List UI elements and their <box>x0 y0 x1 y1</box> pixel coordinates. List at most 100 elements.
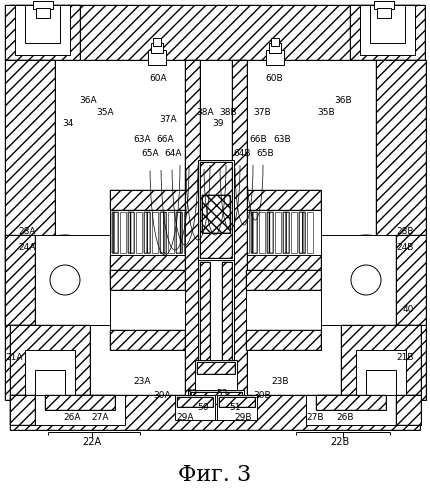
Bar <box>10 395 419 430</box>
Bar <box>147 50 166 65</box>
Bar <box>250 212 256 253</box>
Circle shape <box>320 235 410 325</box>
Bar <box>184 60 200 400</box>
Text: 38A: 38A <box>196 108 213 116</box>
Text: 63A: 63A <box>133 136 150 144</box>
Bar <box>197 260 233 390</box>
Text: 26A: 26A <box>63 414 80 422</box>
Bar <box>200 162 231 258</box>
Bar <box>246 330 320 350</box>
Bar <box>200 162 231 258</box>
Text: 38B: 38B <box>219 108 236 116</box>
Bar <box>298 212 304 253</box>
Text: 28A: 28A <box>18 228 35 236</box>
Bar <box>359 5 414 55</box>
Bar <box>202 195 230 233</box>
Bar <box>310 235 425 325</box>
Bar <box>160 212 166 253</box>
Circle shape <box>50 265 80 295</box>
Bar <box>266 212 272 253</box>
Bar <box>10 325 90 395</box>
Bar <box>160 212 166 253</box>
Bar <box>175 395 215 420</box>
Text: 39: 39 <box>212 120 223 128</box>
Text: 63B: 63B <box>273 136 290 144</box>
Bar <box>218 212 224 253</box>
Bar <box>175 212 181 253</box>
Bar <box>258 212 264 253</box>
Text: 23A: 23A <box>133 378 150 386</box>
Bar <box>160 212 166 253</box>
Bar <box>10 395 419 430</box>
Bar <box>25 350 75 400</box>
Bar <box>191 212 197 253</box>
Bar <box>202 195 230 233</box>
Bar <box>250 212 256 253</box>
Bar <box>234 212 240 253</box>
Bar <box>110 330 184 350</box>
Circle shape <box>335 250 395 310</box>
Text: 37A: 37A <box>159 116 176 124</box>
Bar <box>211 212 216 253</box>
Bar <box>215 212 221 253</box>
Bar <box>175 212 181 253</box>
Bar <box>305 395 395 425</box>
Bar <box>306 212 312 253</box>
Bar <box>10 5 419 60</box>
Text: 65B: 65B <box>255 150 273 158</box>
Bar <box>10 325 90 395</box>
Bar <box>266 212 272 253</box>
Text: 23B: 23B <box>270 378 288 386</box>
Text: 35B: 35B <box>316 108 334 116</box>
Bar <box>246 330 320 350</box>
Text: 37B: 37B <box>252 108 270 116</box>
Bar <box>112 212 118 253</box>
Text: 36A: 36A <box>79 96 97 104</box>
Bar <box>231 60 246 400</box>
Bar <box>250 212 256 253</box>
Bar <box>168 212 174 253</box>
Bar <box>110 255 230 275</box>
Bar <box>200 255 320 275</box>
Bar <box>200 262 209 388</box>
Bar <box>200 255 320 275</box>
Bar <box>177 397 212 407</box>
Text: 66A: 66A <box>156 136 173 144</box>
Bar <box>136 212 141 253</box>
Bar <box>274 212 280 253</box>
Bar <box>218 212 224 253</box>
Bar <box>144 212 150 253</box>
Bar <box>395 235 425 325</box>
Bar <box>200 262 209 388</box>
Bar <box>5 60 55 400</box>
Bar <box>110 190 230 210</box>
Bar <box>202 195 230 233</box>
Bar <box>208 212 214 253</box>
Circle shape <box>350 265 380 295</box>
Bar <box>375 60 425 400</box>
Bar <box>203 212 209 253</box>
Text: 64A: 64A <box>164 150 181 158</box>
Text: 28B: 28B <box>396 228 413 236</box>
Bar <box>10 5 419 60</box>
Bar <box>187 390 243 420</box>
Bar <box>33 1 53 9</box>
Bar <box>203 212 209 253</box>
Bar <box>35 395 125 425</box>
Bar <box>25 5 60 43</box>
Text: 22A: 22A <box>82 437 101 447</box>
Text: 52: 52 <box>186 390 197 398</box>
Bar <box>395 395 420 425</box>
Bar <box>197 160 233 260</box>
Bar <box>10 395 35 425</box>
Bar <box>349 5 424 60</box>
Bar <box>355 350 405 400</box>
Bar <box>153 38 161 46</box>
Bar <box>112 212 118 253</box>
Circle shape <box>20 235 110 325</box>
Bar <box>190 392 241 404</box>
Text: 26B: 26B <box>335 414 353 422</box>
Bar <box>110 330 184 350</box>
Text: 24A: 24A <box>18 244 35 252</box>
Bar <box>373 1 393 9</box>
